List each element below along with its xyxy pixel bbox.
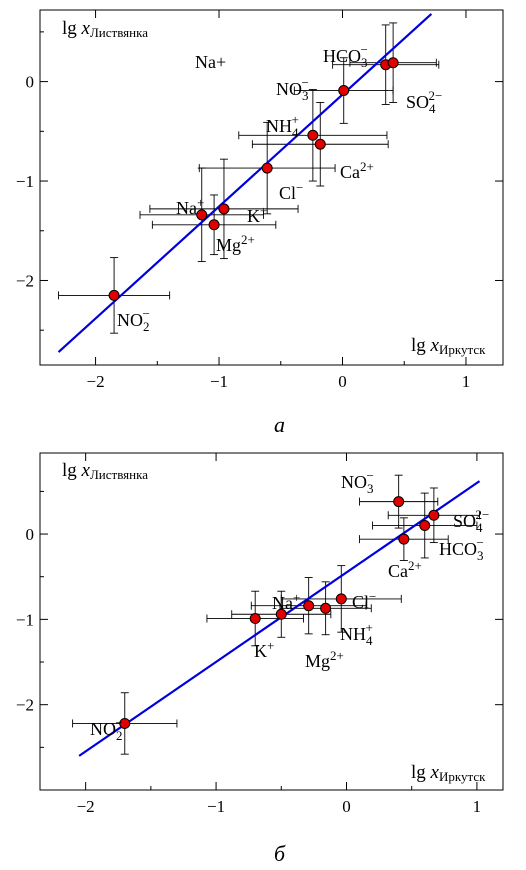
- ion-label: NO3−: [276, 75, 309, 103]
- y-tick-label: −2: [16, 696, 34, 715]
- data-point: [119, 717, 131, 729]
- panel-b-letter: б: [274, 841, 286, 866]
- ion-label: NO3−: [341, 468, 374, 496]
- annotation-text: Na+: [195, 52, 226, 72]
- x-tick-label: 1: [462, 372, 471, 391]
- ion-label: Cl−: [352, 589, 376, 612]
- ion-label: NO2−: [117, 306, 150, 334]
- data-point: [108, 289, 120, 301]
- ion-label: K+: [254, 638, 274, 661]
- ion-label: Cl−: [279, 180, 303, 203]
- y-axis-label: lg xЛиствянка: [62, 460, 148, 482]
- ion-label: Mg2+: [305, 648, 344, 671]
- x-tick-label: −2: [77, 797, 95, 816]
- data-point: [208, 219, 220, 231]
- data-point: [261, 162, 273, 174]
- ion-label: Mg2+: [216, 232, 255, 255]
- y-tick-label: −1: [16, 172, 34, 191]
- data-point: [419, 520, 431, 532]
- ion-label: K+: [247, 203, 267, 226]
- data-point: [307, 129, 319, 141]
- data-point: [393, 496, 405, 508]
- data-point: [196, 209, 208, 221]
- x-tick-label: −1: [210, 372, 228, 391]
- data-point: [398, 533, 410, 545]
- x-tick-label: −1: [207, 797, 225, 816]
- regression-line: [57, 13, 433, 353]
- x-tick-label: 0: [342, 797, 351, 816]
- data-point: [314, 138, 326, 150]
- ion-label: HCO3−: [323, 42, 368, 70]
- y-tick-label: −2: [16, 271, 34, 290]
- x-tick-label: 1: [473, 797, 482, 816]
- x-tick-label: −2: [87, 372, 105, 391]
- y-tick-label: 0: [26, 73, 35, 92]
- panel-a-chart: −2 −1 0 1 −2 −1 0 lg xЛиствянка lg xИркутск NO2− N…: [16, 9, 504, 391]
- ion-label: NH4+: [266, 112, 299, 140]
- x-tick-label: 0: [338, 372, 347, 391]
- x-axis-label: lg xИркутск: [411, 335, 486, 357]
- ion-label: SO42−: [453, 507, 489, 535]
- panel-a-letter: а: [274, 412, 285, 437]
- data-point: [428, 509, 440, 521]
- ion-label: SO42−: [406, 88, 442, 116]
- data-point: [218, 203, 230, 215]
- x-axis-label: lg xИркутск: [411, 762, 486, 784]
- data-point: [338, 85, 350, 97]
- data-point: [303, 600, 315, 612]
- ion-label: Na+: [272, 590, 300, 613]
- data-point: [249, 613, 261, 625]
- ion-label: Ca2+: [388, 558, 422, 581]
- data-point: [335, 593, 347, 605]
- ion-label: HCO3−: [439, 535, 484, 563]
- y-tick-label: 0: [26, 525, 35, 544]
- ion-label: Ca2+: [340, 159, 374, 182]
- y-axis-label: lg xЛиствянка: [62, 18, 148, 40]
- ion-label: NH4+: [340, 620, 373, 648]
- data-point: [320, 602, 332, 614]
- plot-frame: [39, 452, 504, 791]
- ion-label: NO2−: [90, 715, 123, 743]
- data-point: [387, 57, 399, 69]
- panel-b-chart: −2 −1 0 1 −2 −1 0 lg xЛиствянка lg xИркутск NO2− K…: [16, 452, 504, 816]
- ion-label: Na+: [176, 195, 204, 218]
- plot-frame: [39, 9, 504, 366]
- y-tick-label: −1: [16, 610, 34, 629]
- data-point: [275, 608, 287, 620]
